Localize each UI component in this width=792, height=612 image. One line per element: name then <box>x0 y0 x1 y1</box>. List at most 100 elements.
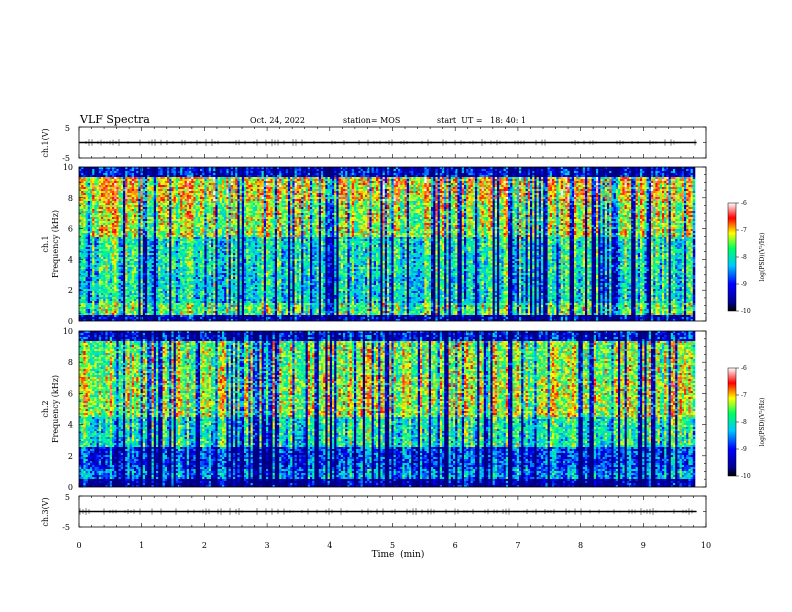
spectrogram-cell <box>116 193 119 195</box>
spectrogram-cell <box>127 217 129 219</box>
spectrogram-cell <box>92 245 95 247</box>
spectrogram-cell <box>110 251 113 253</box>
spectrogram-cell <box>134 297 137 299</box>
spectrogram-cell <box>121 249 124 251</box>
spectrogram-cell <box>94 191 97 193</box>
spectrogram-cell <box>121 311 124 313</box>
spectrogram-cell <box>86 213 89 215</box>
spectrogram-cell <box>116 267 119 269</box>
spectrogram-cell <box>86 187 89 189</box>
spectrogram-cell <box>103 185 106 187</box>
spectrogram-cell <box>116 297 119 299</box>
spectrogram-cell <box>136 219 139 221</box>
spectrogram-cell <box>103 301 106 303</box>
spectrogram-cell <box>108 169 111 171</box>
spectrogram-cell <box>121 225 124 227</box>
spectrogram-cell <box>112 179 115 181</box>
spectrogram-cell <box>130 257 133 259</box>
spectrogram-cell <box>134 207 137 209</box>
spectrogram-cell <box>116 281 119 283</box>
spectrogram-cell <box>94 203 97 205</box>
spectrogram-cell <box>97 267 100 269</box>
spectrogram-cell <box>97 191 100 193</box>
spectrogram-cell <box>86 283 89 285</box>
spectrogram-cell <box>99 265 102 267</box>
spectrogram-cell <box>112 171 115 173</box>
spectrogram-cell <box>83 205 86 207</box>
spectrogram-cell <box>116 247 119 249</box>
spectrogram-cell <box>132 195 135 197</box>
spectrogram-cell <box>127 249 129 251</box>
spectrogram-cell <box>119 243 122 245</box>
spectrogram-cell <box>125 185 128 187</box>
spectrogram-cell <box>119 199 122 201</box>
spectrogram-cell <box>114 185 117 187</box>
spectrogram-cell <box>83 253 86 255</box>
spectrogram-cell <box>119 217 122 219</box>
spectrogram-cell <box>86 239 89 241</box>
spectrogram-cell <box>116 195 119 197</box>
spectrogram-cell <box>88 249 91 251</box>
spectrogram-cell <box>101 261 104 263</box>
spectrogram-cell <box>90 303 93 305</box>
spectrogram-cell <box>81 275 84 277</box>
spectrogram-cell <box>119 175 122 177</box>
spectrogram-cell <box>121 317 124 319</box>
spectrogram-cell <box>123 227 126 229</box>
spectrogram-cell <box>112 237 115 239</box>
spectrogram-cell <box>86 307 89 309</box>
spectrogram-cell <box>88 233 91 235</box>
spectrogram-cell <box>86 291 89 293</box>
spectrogram-cell <box>125 287 128 289</box>
spectrogram-cell <box>125 173 128 175</box>
spectrogram-cell <box>123 317 126 319</box>
spectrogram-cell <box>97 273 100 275</box>
spectrogram-cell <box>86 293 89 295</box>
spectrogram-cell <box>125 213 128 215</box>
spectrogram-cell <box>110 191 113 193</box>
spectrogram-cell <box>132 199 135 201</box>
spectrogram-cell <box>81 243 84 245</box>
spectrogram-cell <box>114 309 117 311</box>
spectrogram-cell <box>121 241 124 243</box>
spectrogram-cell <box>127 307 129 309</box>
spectrogram-cell <box>81 295 84 297</box>
spectrogram-cell <box>88 277 91 279</box>
spectrogram-cell <box>121 193 124 195</box>
spectrogram-cell <box>88 251 91 253</box>
spectrogram-cell <box>99 223 102 225</box>
spectrogram-cell <box>127 173 129 175</box>
spectrogram-cell <box>136 211 139 213</box>
spectrogram-cell <box>134 193 137 195</box>
spectrogram-cell <box>112 271 115 273</box>
spectrogram-cell <box>127 237 129 239</box>
spectrogram-cell <box>125 179 128 181</box>
spectrogram-cell <box>90 263 93 265</box>
spectrogram-cell <box>114 199 117 201</box>
spectrogram-cell <box>134 211 137 213</box>
spectrogram-cell <box>110 269 113 271</box>
spectrogram-cell <box>101 229 104 231</box>
spectrogram-cell <box>86 295 89 297</box>
spectrogram-cell <box>114 197 117 199</box>
spectrogram-cell <box>88 315 91 317</box>
spectrogram-cell <box>94 281 97 283</box>
spectrogram-cell <box>94 293 97 295</box>
spectrogram-cell <box>114 211 117 213</box>
spectrogram-cell <box>103 249 106 251</box>
spectrogram-cell <box>130 233 133 235</box>
spectrogram-cell <box>105 249 108 251</box>
spectrogram-cell <box>86 201 89 203</box>
spectrogram-cell <box>97 311 100 313</box>
spectrogram-cell <box>97 317 100 319</box>
spectrogram-cell <box>83 191 86 193</box>
spectrogram-cell <box>97 223 100 225</box>
spectrogram-cell <box>130 183 133 185</box>
spectrogram-cell <box>90 289 93 291</box>
spectrogram-cell <box>92 263 95 265</box>
spectrogram-cell <box>103 221 106 223</box>
spectrogram-cell <box>94 215 97 217</box>
spectrogram-cell <box>125 265 128 267</box>
spectrogram-cell <box>94 201 97 203</box>
spectrogram-cell <box>130 179 133 181</box>
